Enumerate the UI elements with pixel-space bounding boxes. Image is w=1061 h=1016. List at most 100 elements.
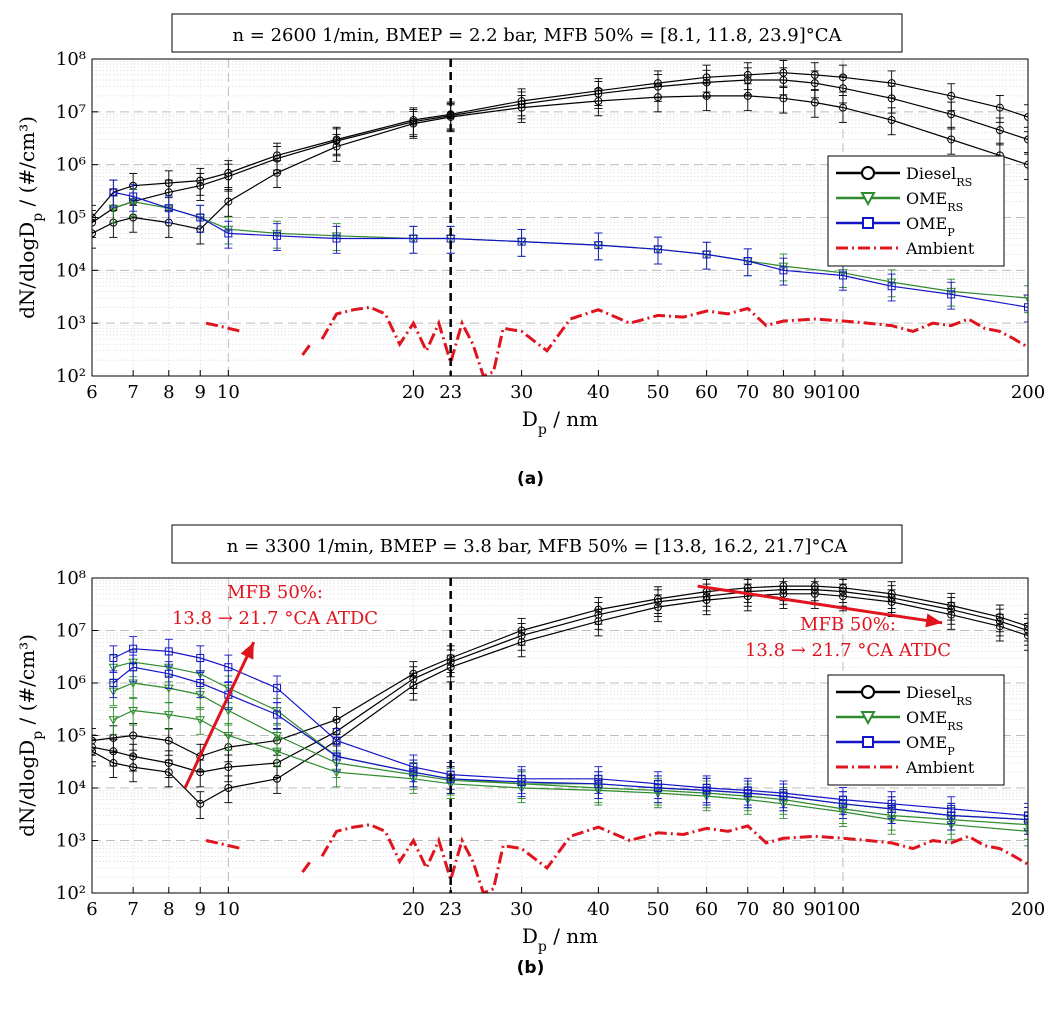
data-point — [517, 638, 526, 647]
annotation-label: MFB 50%: — [227, 582, 323, 603]
x-tick-label: 30 — [510, 899, 533, 920]
data-point — [273, 774, 282, 783]
data-point — [92, 218, 96, 227]
series-line — [320, 305, 1028, 376]
series-line — [301, 860, 312, 873]
data-point — [1024, 626, 1028, 635]
data-point — [838, 592, 847, 601]
series-line — [92, 79, 1028, 224]
series-ome-p — [109, 179, 1028, 323]
data-point — [1023, 821, 1028, 830]
data-point — [272, 732, 282, 741]
data-point — [108, 716, 119, 725]
y-tick-label: 10⁷ — [56, 621, 86, 642]
data-point — [129, 663, 138, 672]
data-point — [164, 647, 173, 656]
data-point — [195, 716, 206, 725]
x-tick-label: 90 — [803, 899, 826, 920]
data-point — [995, 103, 1004, 112]
y-axis-label: dN/dlogDp / (#/cm³) — [15, 116, 46, 319]
data-point — [224, 229, 233, 238]
data-point — [92, 229, 96, 238]
series-line — [205, 321, 242, 333]
data-point — [92, 747, 96, 756]
x-tick-label: 100 — [826, 899, 860, 920]
x-tick-label: 200 — [1011, 382, 1045, 403]
x-axis-label: Dp / nm — [522, 407, 598, 438]
data-point — [838, 84, 847, 93]
x-tick-label: 30 — [510, 382, 533, 403]
data-point — [196, 799, 205, 808]
data-point — [164, 669, 173, 678]
series-diesel-rs — [92, 578, 1028, 819]
data-point — [838, 799, 847, 808]
data-point — [702, 91, 711, 100]
y-tick-label: 10³ — [56, 831, 86, 852]
data-point — [332, 142, 341, 151]
data-point — [92, 743, 96, 752]
y-tick-label: 10⁵ — [56, 726, 86, 747]
data-point — [594, 779, 603, 788]
series-line — [92, 72, 1028, 218]
legend-marker — [860, 192, 876, 207]
annotation-arrowhead — [240, 642, 254, 660]
data-point — [332, 752, 341, 761]
data-point — [109, 679, 118, 687]
data-point — [224, 763, 233, 772]
data-point — [995, 126, 1004, 135]
legend-label: OMEP — [906, 214, 955, 239]
caption-b: (b) — [516, 958, 545, 978]
annotation-arrow — [697, 584, 943, 625]
data-point — [702, 596, 711, 605]
title-frame — [171, 524, 903, 564]
data-point — [196, 679, 205, 687]
data-point — [653, 784, 662, 792]
series-ome-p — [109, 636, 1028, 835]
x-axis-label: Dp / nm — [522, 924, 598, 955]
legend-marker — [862, 217, 874, 229]
x-tick-label: 23 — [439, 899, 462, 920]
series-line — [92, 585, 1028, 758]
x-tick-label: 200 — [1011, 899, 1045, 920]
data-point — [224, 197, 233, 206]
data-point — [224, 172, 233, 181]
annotation-arrowhead — [925, 613, 943, 628]
x-tick-label: 80 — [772, 382, 795, 403]
data-point — [810, 589, 819, 598]
data-point — [224, 784, 233, 792]
data-point — [743, 789, 752, 798]
data-point — [272, 747, 282, 757]
data-point — [129, 192, 138, 201]
data-point — [128, 706, 139, 716]
chart-title: n = 3300 1/min, BMEP = 3.8 bar, MFB 50% … — [227, 536, 848, 557]
x-tick-label: 8 — [163, 382, 174, 403]
data-point — [702, 250, 711, 259]
x-tick-label: 10 — [217, 382, 240, 403]
data-point — [409, 768, 418, 777]
annotation: MFB 50%: 13.8 → 21.7 °CA ATDC — [697, 584, 951, 661]
legend-label: DieselRS — [906, 164, 972, 189]
title-box: n = 2600 1/min, BMEP = 2.2 bar, MFB 50% … — [171, 13, 903, 53]
x-tick-label: 80 — [772, 899, 795, 920]
x-tick-label: 6 — [86, 899, 97, 920]
data-point — [594, 241, 603, 250]
data-point — [947, 290, 956, 299]
x-tick-label: 50 — [647, 899, 670, 920]
annotation-arrow — [183, 641, 256, 789]
data-point — [196, 653, 205, 662]
data-point — [223, 732, 234, 741]
data-point — [109, 653, 118, 662]
y-tick-label: 10² — [56, 366, 86, 387]
data-point — [838, 271, 847, 280]
data-point — [947, 811, 956, 820]
y-tick-label: 10⁸ — [56, 49, 86, 70]
data-point — [273, 710, 282, 719]
data-point — [887, 94, 896, 103]
legend-label: OMERS — [906, 708, 963, 733]
caption-a: (a) — [516, 469, 544, 489]
x-tick-label: 9 — [195, 382, 206, 403]
data-point — [517, 778, 526, 787]
data-point — [1024, 160, 1028, 169]
x-tick-label: 60 — [695, 382, 718, 403]
